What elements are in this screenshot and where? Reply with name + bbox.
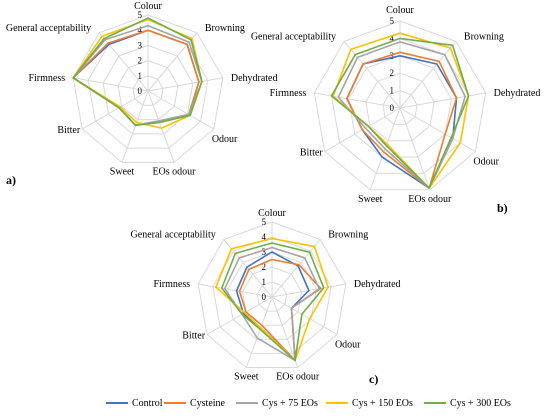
grid-spoke [271,296,299,368]
grid-ring [313,20,487,191]
axis-label: General acceptability [131,230,216,241]
tick-label: 0 [390,103,395,113]
legend-label: Cys + 300 EOs [450,398,511,409]
series-line-cys-300-eos [220,242,325,362]
tick-label: 4 [390,33,395,43]
grid-spoke [314,92,401,109]
grid-ring [132,75,164,106]
legend: Control Cysteine Cys + 75 EOs Cys + 150 EOs… [106,398,511,409]
axis-label: Bitter [300,148,323,159]
axis-label: Odour [335,340,361,351]
legend-label: Cys + 75 EOs [262,398,318,409]
axis-label: Bitter [57,125,80,136]
grid-ring [102,44,194,135]
tick-label: 1 [262,277,267,287]
grid-spoke [399,41,457,109]
grid-ring [197,221,347,368]
axis-label: Bitter [182,331,205,342]
legend-label: Control [132,398,163,409]
tick-label: 2 [262,262,267,272]
series-line-cysteine [238,258,322,362]
tick-label: 2 [138,56,143,66]
axis-label: Odour [212,134,238,145]
grid-spoke [399,92,486,109]
axis-label: Browning [205,23,245,34]
axis-label: Dehydrated [354,279,401,290]
tick-label: 2 [390,68,395,78]
axis-label: Sweet [234,371,259,382]
axis-label: Sweet [110,166,135,177]
tick-label: 3 [262,247,267,257]
grid-spoke [147,77,223,92]
panel-label: b) [497,201,508,215]
panel-label: a) [6,173,16,187]
axis-label: EOs odour [276,371,320,382]
series-line-cys-75-eos [223,246,321,362]
axis-label: Firmness [153,279,190,290]
grid-ring [256,281,288,312]
grid-ring [382,90,418,125]
panel-label: c) [369,372,378,386]
grid-spoke [198,283,273,298]
grid-ring [241,266,303,326]
tick-label: 3 [138,40,143,50]
series-line-cys-75-eos [337,41,466,189]
grid-ring [72,14,224,163]
axis-label: EOs odour [152,166,196,177]
axis-label: Dehydrated [231,73,278,84]
tick-label: 4 [262,232,267,242]
tick-label: 1 [138,71,143,81]
legend-label: Cysteine [190,398,226,409]
grid-spoke [147,90,215,130]
grid-spoke [147,90,175,163]
tick-label: 4 [138,25,143,35]
axis-label: Firmness [28,73,65,84]
grid-spoke [245,296,273,368]
axis-label: Colour [386,5,414,16]
series-line-cys-300-eos [330,37,470,189]
tick-label: 3 [390,51,395,61]
axis-label: Colour [258,208,286,219]
grid-ring [117,60,179,121]
grid-spoke [399,107,431,190]
axis-label: EOs odour [408,194,452,205]
grid-spoke [73,77,149,92]
axis-label: General acceptability [6,23,91,34]
grid-spoke [343,41,401,109]
tick-label: 0 [262,292,267,302]
tick-label: 5 [138,10,143,20]
axis-label: General acceptability [251,31,336,42]
axis-label: Sweet [358,194,383,205]
series-line-cysteine [346,51,458,189]
tick-label: 5 [390,16,395,26]
grid-ring [365,72,435,142]
grid-spoke [206,296,273,335]
tick-label: 5 [262,217,267,227]
grid-spoke [271,239,321,298]
legend-label: Cys + 150 EOs [352,398,413,409]
axis-label: Browning [464,31,504,42]
series-line-cys-300-eos [72,17,203,127]
grid-spoke [121,90,149,163]
axis-label: Browning [328,230,368,241]
tick-label: 1 [390,86,395,96]
axis-label: Colour [134,1,162,12]
grid-spoke [399,107,476,152]
grid-spoke [98,32,149,92]
axis-label: Firmness [270,88,307,99]
grid-spoke [271,296,338,335]
axis-label: Dehydrated [494,88,541,99]
grid-spoke [81,90,149,130]
axis-label: Odour [473,157,499,168]
tick-label: 0 [138,86,143,96]
